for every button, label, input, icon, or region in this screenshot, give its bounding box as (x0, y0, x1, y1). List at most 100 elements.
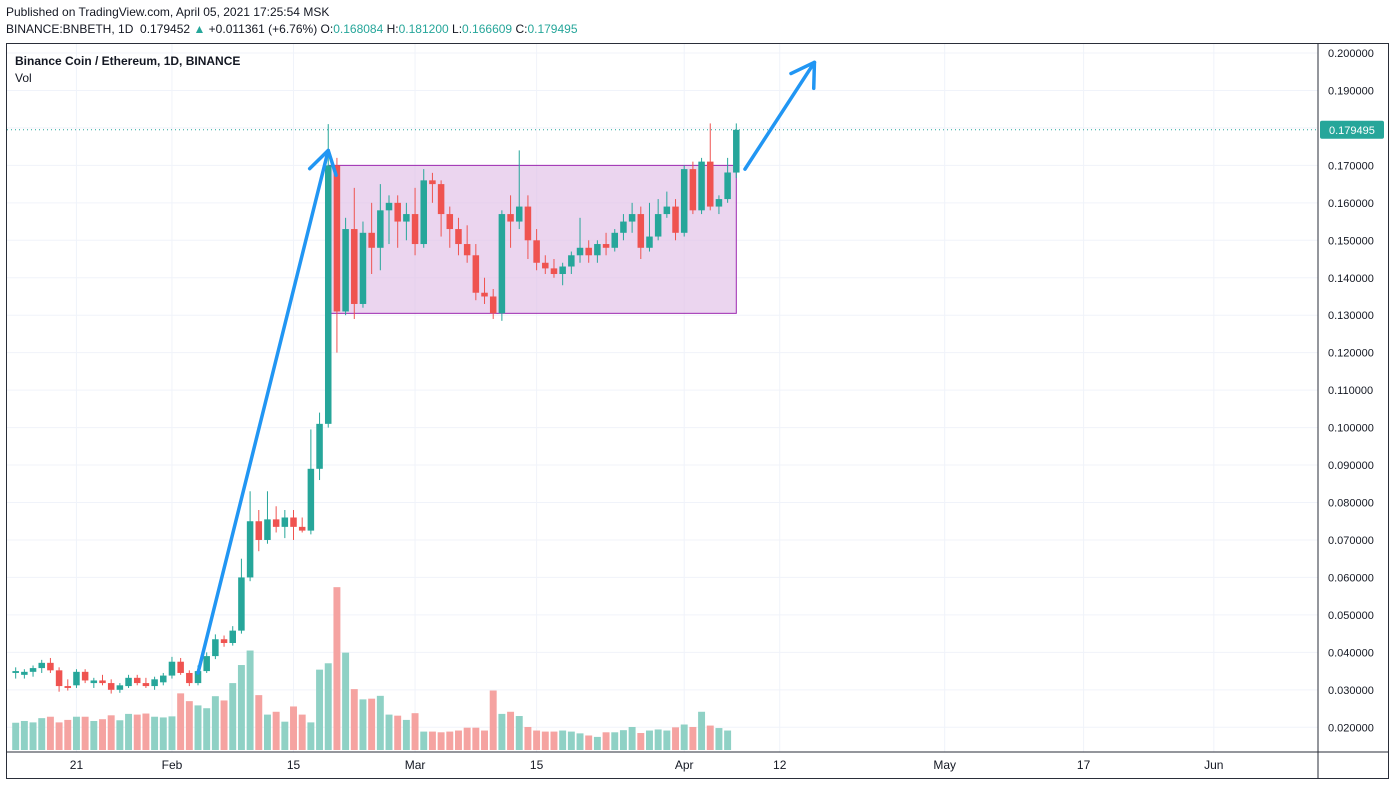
volume-bar (672, 727, 679, 750)
y-tick-label: 0.030000 (1328, 685, 1374, 697)
volume-bar (151, 716, 159, 750)
legend-title: Binance Coin / Ethereum, 1D, BINANCE (15, 54, 241, 68)
x-tick-label: 15 (530, 758, 544, 772)
y-tick-label: 0.060000 (1328, 572, 1374, 584)
candle-body (706, 161, 714, 207)
volume-bar (12, 722, 20, 750)
volume-bar (272, 711, 280, 750)
volume-bar (446, 731, 454, 750)
candle-body (559, 266, 566, 275)
volume-bar (472, 727, 480, 750)
close-value: 0.179495 (527, 22, 578, 36)
volume-bar (654, 729, 662, 750)
candle-body (29, 668, 37, 672)
volume-bar (72, 716, 80, 750)
volume-bar (524, 726, 532, 750)
candle-body (90, 680, 98, 684)
volume-bar (533, 730, 541, 750)
candle-body (64, 686, 72, 688)
candle-body (689, 169, 697, 211)
candle-body (168, 661, 176, 676)
candle-body (568, 255, 575, 267)
volume-bar (507, 711, 515, 750)
x-tick-label: Jun (1204, 758, 1223, 772)
volume-bar (489, 690, 497, 750)
candle-body (515, 206, 523, 222)
candle-body (594, 244, 601, 256)
candle-body (298, 526, 306, 531)
volume-bar (593, 736, 601, 750)
volume-bar (376, 695, 384, 750)
volume-bar (411, 713, 419, 750)
last-price-label: 0.179495 (1329, 125, 1375, 137)
candle-body (255, 521, 263, 540)
candle-body (12, 671, 19, 673)
volume-bar (698, 711, 706, 750)
chart-frame (6, 43, 1389, 779)
y-tick-label: 0.090000 (1328, 460, 1374, 472)
open-label: O: (320, 22, 334, 36)
volume-bar (541, 731, 549, 750)
volume-bar (20, 720, 28, 750)
volume-bar (298, 714, 306, 750)
volume-bar (255, 695, 263, 750)
volume-bar (316, 669, 324, 750)
candle-body (290, 517, 297, 527)
volume-bar (81, 716, 89, 750)
published-caption: Published on TradingView.com, April 05, … (6, 5, 330, 19)
candle-body (403, 214, 410, 222)
volume-bar (237, 665, 245, 750)
y-tick-label: 0.170000 (1328, 160, 1374, 172)
candle-body (533, 240, 540, 263)
y-tick-label: 0.050000 (1328, 610, 1374, 622)
candle-body (212, 639, 219, 657)
y-tick-label: 0.080000 (1328, 498, 1374, 510)
volume-bar (515, 716, 523, 750)
x-tick-label: 15 (287, 758, 301, 772)
volume-bar (133, 714, 141, 750)
trend-arrow-line (196, 148, 330, 675)
volume-bar (680, 724, 688, 750)
chart-legend: Binance Coin / Ethereum, 1D, BINANCE Vol (15, 53, 240, 87)
volume-bar (168, 716, 176, 750)
volume-bar (29, 722, 37, 750)
volume-bar (394, 715, 402, 750)
volume-bar (602, 732, 610, 750)
trend-arrow-head (307, 148, 338, 177)
volume-bar (116, 720, 124, 750)
candle-body (724, 172, 731, 200)
candle-body (715, 199, 723, 207)
low-value: 0.166609 (462, 22, 513, 36)
volume-bar (307, 722, 315, 750)
candle-body (194, 671, 202, 684)
candle-body (576, 247, 584, 256)
low-label: L: (452, 22, 463, 36)
candle-body (646, 236, 653, 248)
candle-body (203, 656, 210, 672)
candle-body (420, 180, 427, 245)
range-box (327, 164, 737, 314)
candle-body (151, 679, 158, 687)
candle-body (238, 577, 245, 631)
y-tick-label: 0.040000 (1328, 647, 1374, 659)
volume-bar (324, 663, 332, 750)
volume-bar (368, 698, 376, 750)
legend-volume-label: Vol (15, 71, 32, 85)
volume-bar (203, 708, 211, 750)
candle-body (368, 232, 375, 248)
y-tick-label: 0.070000 (1328, 535, 1374, 547)
volume-bar (498, 713, 506, 750)
x-tick-label: 21 (70, 758, 84, 772)
close-label: C: (515, 22, 528, 36)
volume-bar (246, 650, 254, 750)
volume-bar (359, 699, 367, 750)
trend-arrow-line (743, 60, 817, 171)
volume-bar (177, 693, 185, 750)
candle-body (680, 169, 688, 233)
x-tick-label: May (933, 758, 956, 772)
y-tick-label: 0.200000 (1328, 48, 1374, 60)
candle-body (81, 671, 89, 681)
candle-body (307, 468, 315, 531)
candle-body (142, 683, 150, 687)
